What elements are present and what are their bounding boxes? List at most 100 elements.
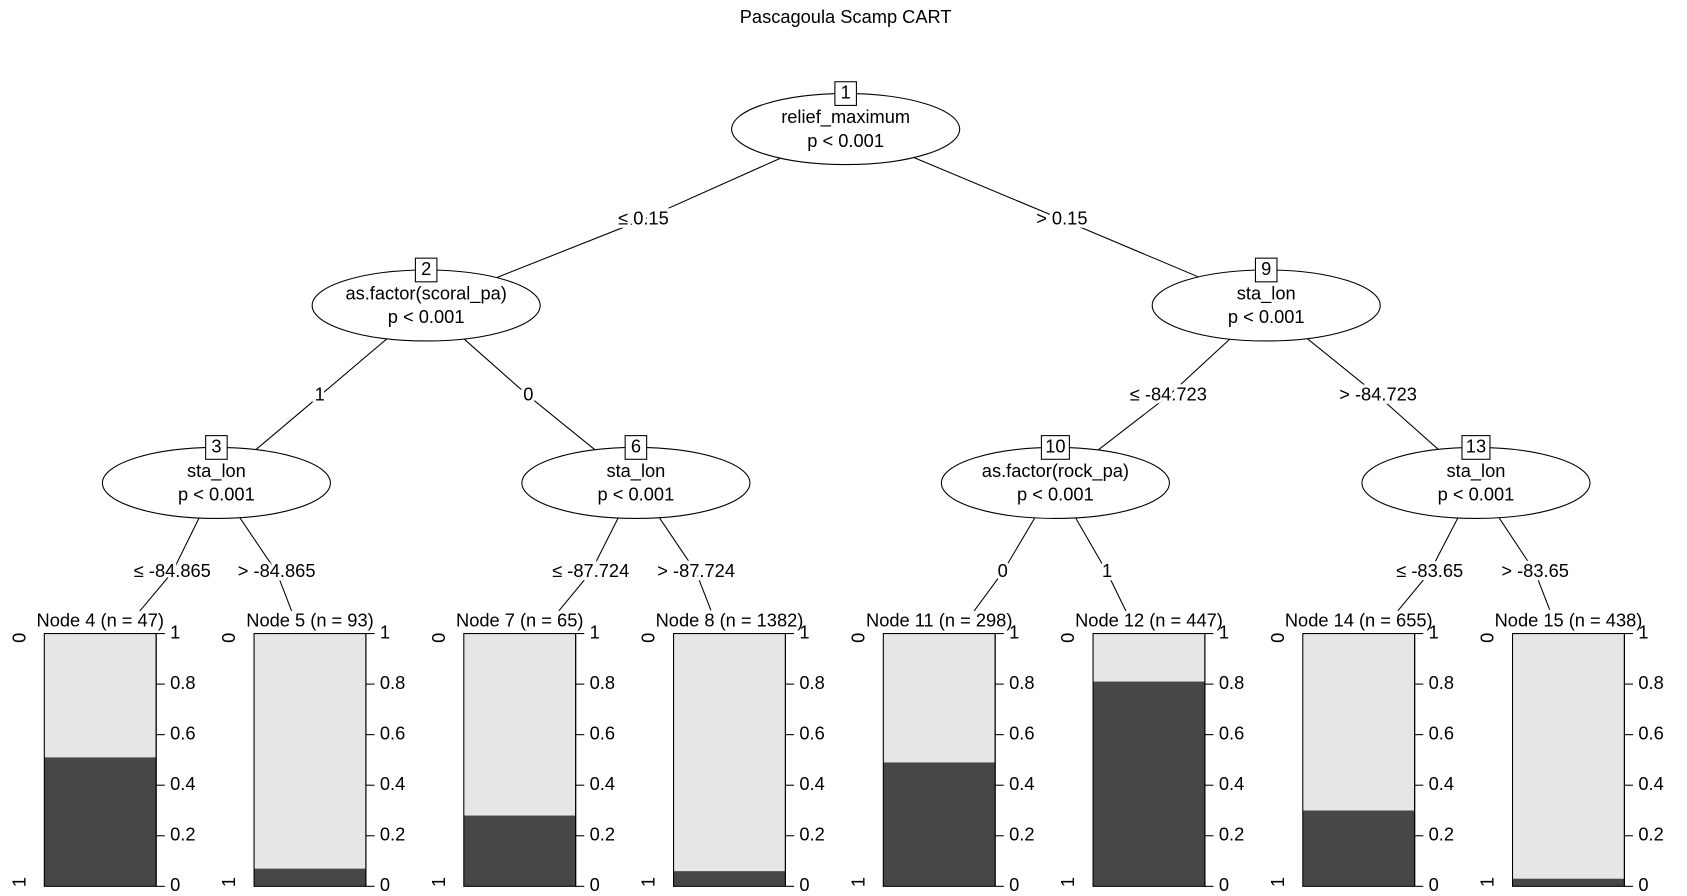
leaf-title: Node 12 (n = 447) (1075, 610, 1223, 631)
edge (590, 517, 619, 573)
edge (1429, 517, 1459, 573)
tick-label: 0.8 (590, 672, 615, 693)
leaf-title: Node 4 (n = 47) (37, 610, 164, 631)
edge (1097, 395, 1169, 451)
class-label: 1 (1267, 877, 1288, 887)
bar-background (1512, 633, 1625, 887)
tick-label: 0.4 (170, 773, 195, 794)
node-pvalue: p < 0.001 (1438, 484, 1515, 505)
edge (139, 571, 173, 612)
edge (695, 572, 712, 612)
bar-background (673, 633, 786, 887)
edge (1002, 517, 1036, 573)
tick-label: 1 (1638, 621, 1648, 642)
edge (1106, 571, 1127, 612)
tick-label: 0.8 (1638, 672, 1663, 693)
tick-label: 0.6 (170, 722, 195, 743)
class-label: 0 (1477, 633, 1498, 643)
edge (255, 395, 321, 451)
class-label: 0 (1057, 633, 1078, 643)
tick-label: 0.6 (1429, 722, 1454, 743)
tick-label: 0.2 (1429, 824, 1454, 845)
edge (1377, 395, 1439, 450)
tick-label: 1 (1009, 621, 1019, 642)
tick-label: 0.4 (1638, 773, 1663, 794)
node-id-box (624, 435, 648, 460)
edge (1075, 517, 1108, 573)
edge (463, 338, 529, 397)
bar-background (254, 633, 366, 887)
tick-label: 0.8 (799, 672, 824, 693)
tick-label: 1 (170, 621, 180, 642)
title: Pascagoula Scamp CART (740, 6, 952, 27)
tick-label: 0.8 (1429, 672, 1454, 693)
node-id: 3 (211, 435, 221, 456)
tick-label: 0 (590, 874, 600, 895)
leaf-title: Node 11 (n = 298) (866, 610, 1012, 631)
tick-label: 1 (799, 621, 809, 642)
leaf-title: Node 7 (n = 65) (456, 610, 583, 631)
node-pvalue: p < 0.001 (807, 130, 884, 151)
tick-label: 0.6 (590, 722, 615, 743)
tick-label: 0.8 (1219, 672, 1244, 693)
bar (1302, 810, 1415, 887)
tick-label: 0 (170, 874, 180, 895)
tick-label: 0.2 (799, 824, 824, 845)
edge-label: ≤ -84.723 (1130, 384, 1207, 405)
edge-label: > -84.723 (1339, 384, 1417, 405)
class-label: 1 (218, 877, 239, 887)
class-label: 1 (638, 877, 659, 887)
class-label: 0 (428, 633, 449, 643)
bar (673, 871, 786, 887)
node-pvalue: p < 0.001 (178, 484, 255, 505)
node-id-box (834, 81, 857, 106)
node-pvalue: p < 0.001 (1017, 484, 1094, 505)
tick-label: 0.2 (380, 824, 405, 845)
tick-label: 1 (1429, 621, 1439, 642)
tick-label: 0 (1638, 874, 1648, 895)
tick-label: 1 (1219, 621, 1229, 642)
edge (913, 157, 1063, 220)
edge-label: 0 (998, 560, 1008, 581)
tick-label: 0.2 (170, 824, 195, 845)
leaf-title: Node 14 (n = 655) (1285, 610, 1433, 631)
edge-label: 0 (523, 384, 533, 405)
edge (1498, 517, 1536, 573)
edge (658, 517, 697, 573)
node-id: 6 (631, 435, 641, 456)
tick-label: 0.8 (1009, 672, 1034, 693)
tick-label: 0.2 (590, 824, 615, 845)
leaf-title: Node 8 (n = 1382) (656, 610, 804, 631)
bar (463, 815, 576, 887)
edge (643, 157, 781, 220)
node-variable: as.factor(scoral_pa) (345, 283, 506, 305)
edge (319, 338, 388, 397)
class-label: 0 (218, 633, 239, 643)
tick-label: 1 (380, 621, 390, 642)
bar (254, 868, 366, 887)
edge-labels: ≤ 0.151 0> 0.15≤ -84.723 > -84.723≤ -84.86… (131, 204, 1573, 584)
node-variable: sta_lon (606, 460, 665, 482)
edge (276, 572, 293, 612)
node-pvalue: p < 0.001 (388, 306, 465, 327)
tick-label: 0.6 (1219, 722, 1244, 743)
edge (496, 218, 644, 279)
node-variable: sta_lon (187, 460, 246, 482)
tick-label: 0.6 (1638, 722, 1663, 743)
bar (1093, 681, 1205, 887)
tick-label: 0 (380, 874, 390, 895)
class-label: 0 (847, 633, 868, 643)
node-variable: as.factor(rock_pa) (982, 460, 1129, 482)
tick-label: 1 (590, 621, 600, 642)
tick-label: 0 (799, 874, 809, 895)
tick-label: 0.4 (799, 773, 824, 794)
edge (1306, 338, 1379, 397)
edge-label: ≤ -83.65 (1396, 560, 1463, 581)
node-id-box (205, 435, 228, 460)
tick-label: 0 (1429, 874, 1439, 895)
node-variable: relief_maximum (781, 106, 910, 128)
class-label: 1 (8, 877, 29, 887)
edge-label: 1 (1102, 560, 1112, 581)
class-label: 0 (8, 633, 29, 643)
